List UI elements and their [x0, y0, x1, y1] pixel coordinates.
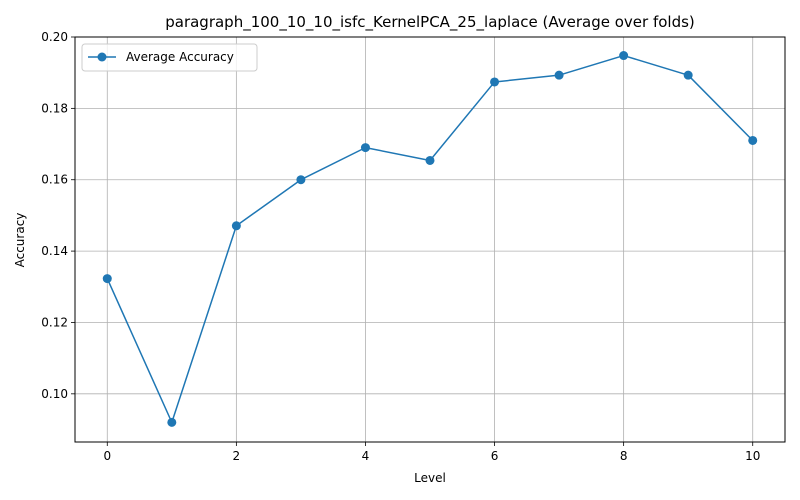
data-point	[231, 221, 241, 231]
y-axis-ticks: 0.10 0.12 0.14 0.16 0.18 0.20	[41, 30, 75, 401]
data-point	[425, 155, 435, 165]
legend-marker-sample	[97, 52, 107, 62]
x-tick-label: 6	[491, 449, 499, 463]
grid-layer	[75, 36, 785, 442]
data-point	[490, 77, 500, 87]
data-point	[619, 51, 629, 61]
data-point	[554, 70, 564, 80]
legend-box	[81, 43, 258, 72]
y-tick-label: 0.18	[41, 101, 68, 115]
y-tick-label: 0.20	[41, 30, 68, 44]
series-line	[106, 54, 754, 424]
data-point	[748, 135, 758, 145]
series-layer	[102, 51, 758, 427]
y-tick-label: 0.14	[41, 244, 68, 258]
plot-frame	[74, 36, 786, 443]
x-axis-ticks: 0 2 4 6 8 10	[103, 442, 760, 463]
x-tick-label: 0	[103, 449, 111, 463]
x-tick-label: 8	[620, 449, 628, 463]
legend: Average Accuracy	[81, 43, 258, 72]
x-tick-label: 10	[745, 449, 760, 463]
y-axis-label: Accuracy	[13, 213, 27, 268]
y-tick-label: 0.16	[41, 173, 68, 187]
chart-title: paragraph_100_10_10_isfc_KernelPCA_25_la…	[165, 13, 695, 32]
data-point	[683, 70, 693, 80]
data-point	[167, 417, 177, 427]
y-tick-label: 0.10	[41, 387, 68, 401]
legend-label: Average Accuracy	[126, 50, 234, 64]
x-tick-label: 2	[233, 449, 241, 463]
data-point	[360, 143, 370, 153]
x-axis-label: Level	[414, 471, 446, 485]
x-tick-label: 4	[362, 449, 370, 463]
data-point	[296, 175, 306, 185]
y-tick-label: 0.12	[41, 315, 68, 329]
data-point	[102, 274, 112, 284]
